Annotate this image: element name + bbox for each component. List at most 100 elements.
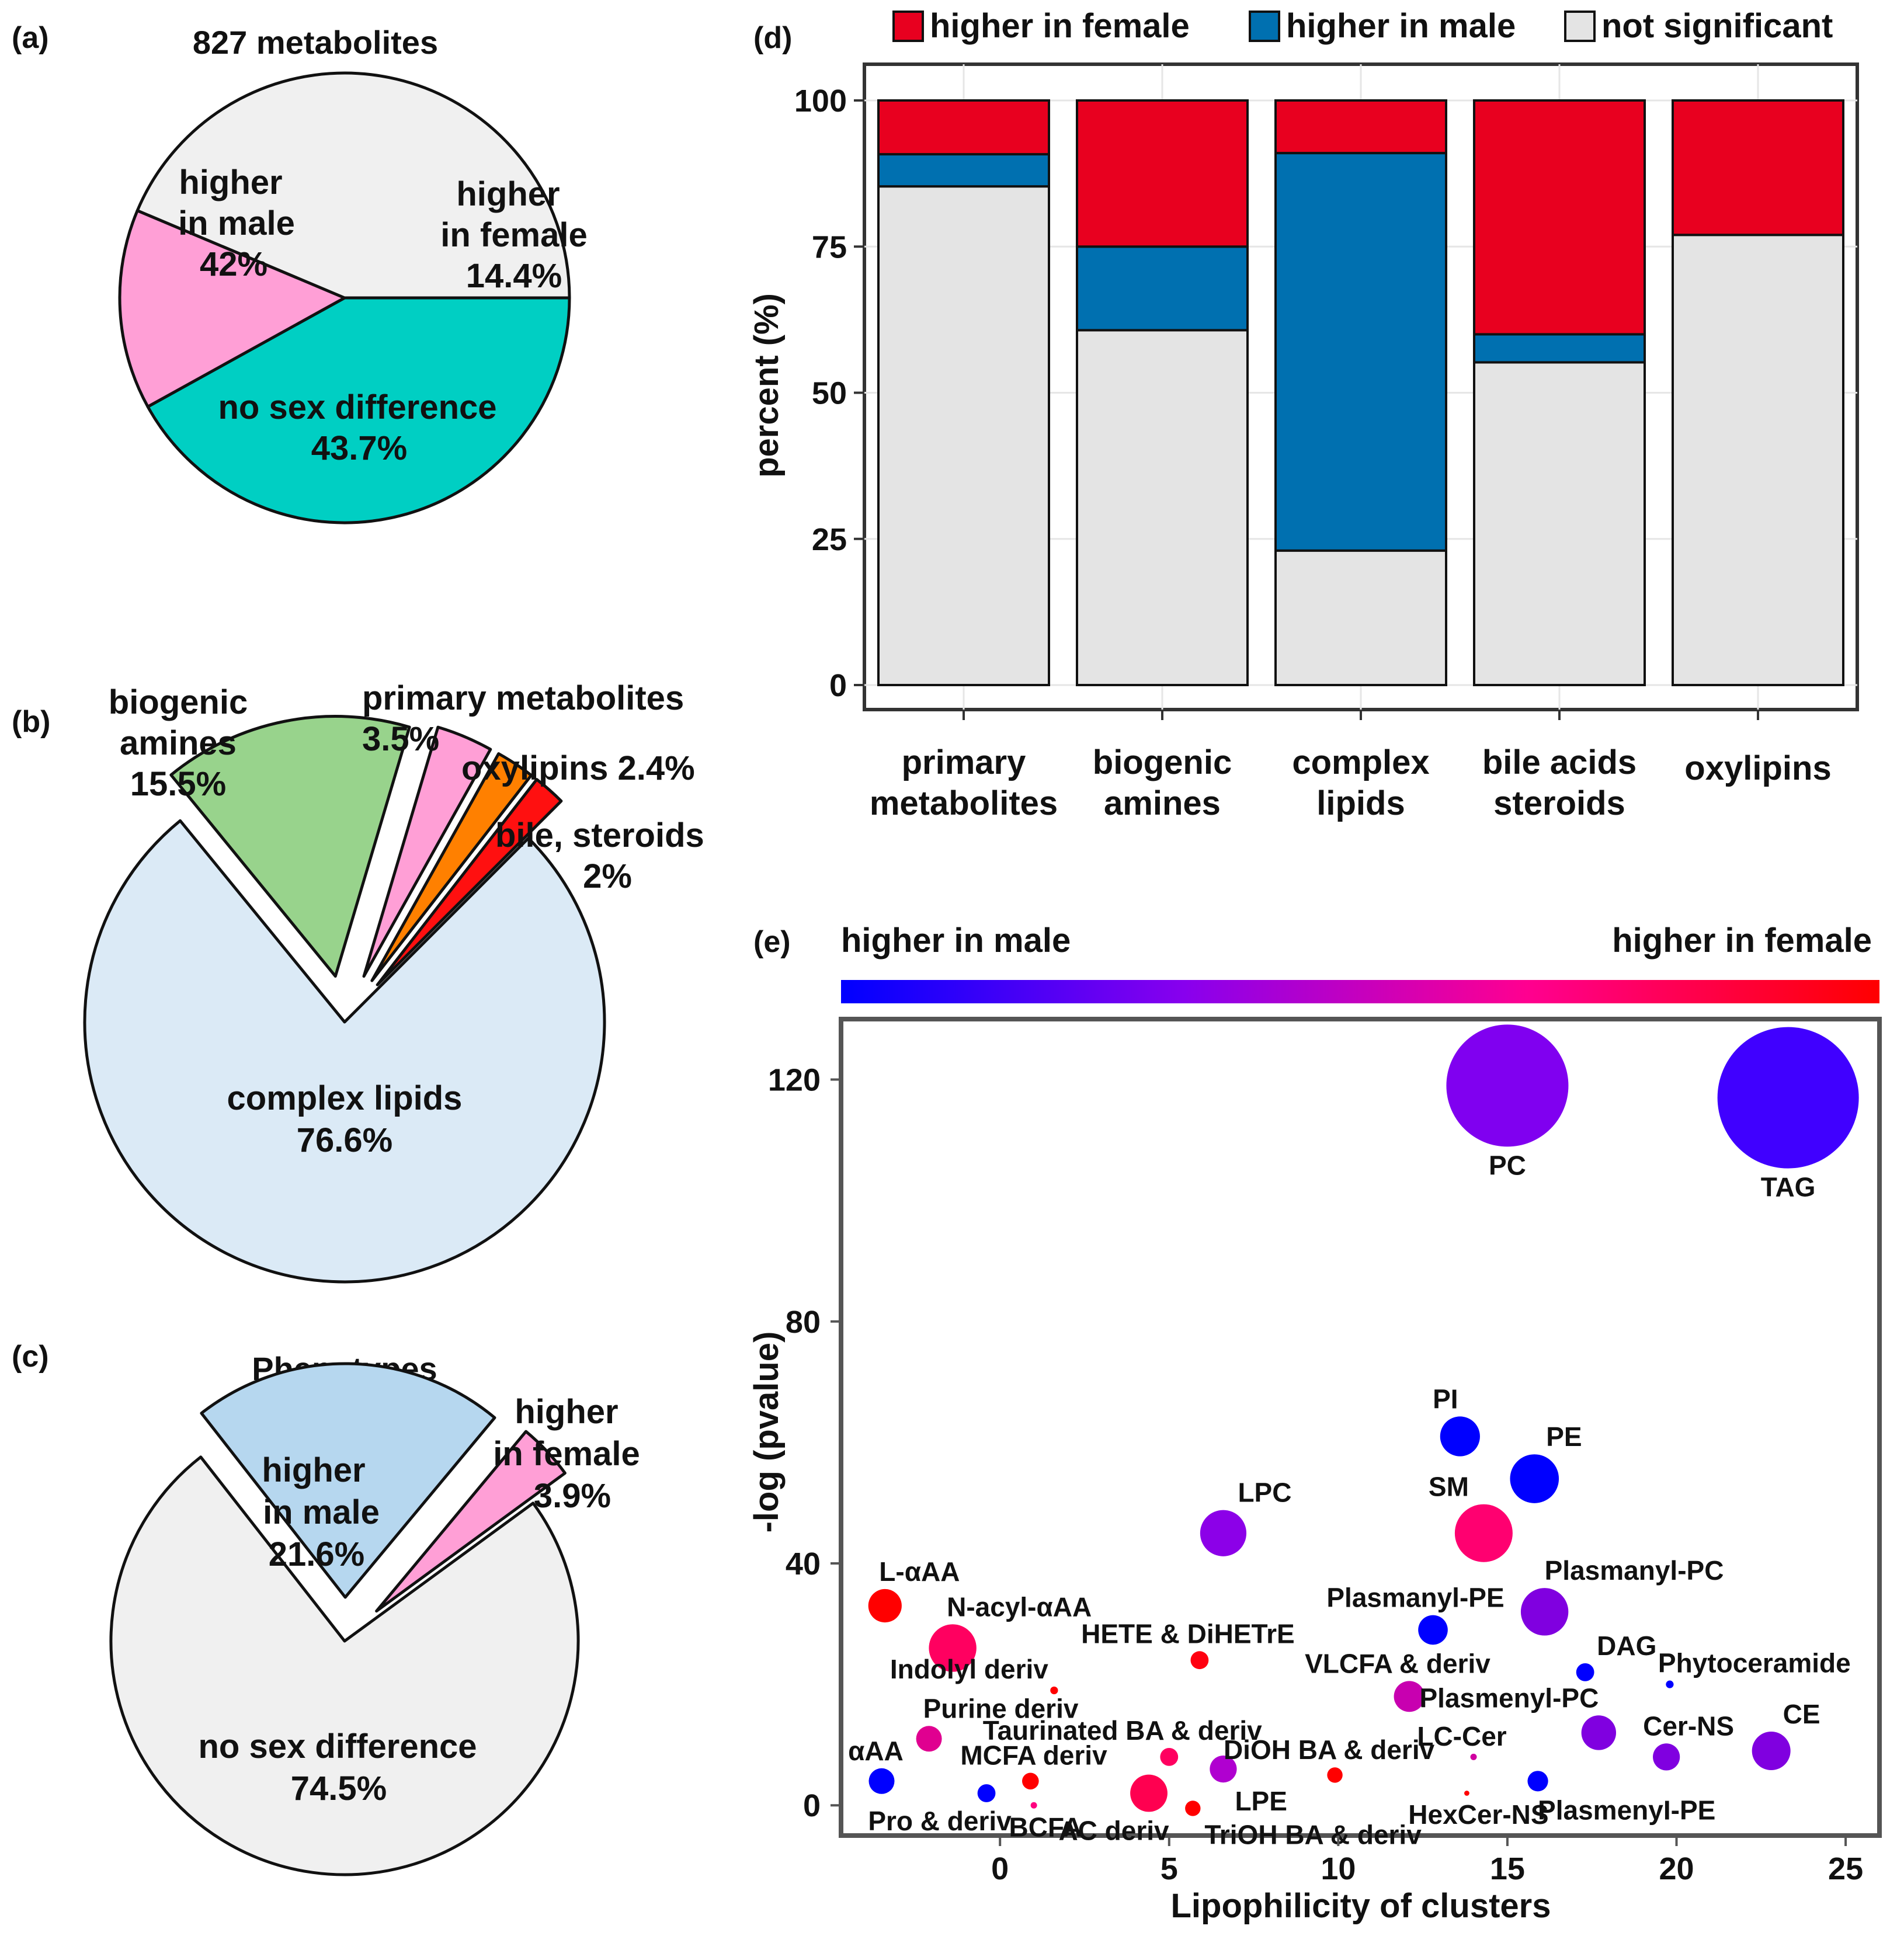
bubble-label-lc-cer: LC-Cer [1417, 1721, 1506, 1751]
bar-biogenic-amines-not-significant [1076, 329, 1249, 686]
panel-label-d: (d) [753, 21, 792, 55]
bar-bile-acids-steroids-higher-in-male [1473, 333, 1646, 364]
bubble-sm [1454, 1504, 1513, 1562]
panel-label-c: (c) [12, 1340, 49, 1374]
pie-slice-higher-in-female [375, 1430, 567, 1613]
pie-a-label-nodiff-2: 43.7% [311, 429, 407, 467]
bubble-l-aa [868, 1589, 902, 1623]
scatter-y-tick-label: 40 [786, 1546, 821, 1582]
bubble-vlcfa-deriv [1394, 1681, 1425, 1712]
bubble-indolyl-deriv [1050, 1686, 1058, 1695]
scatter-y-tick-label: 0 [803, 1788, 821, 1823]
pie-chart-c [109, 1362, 580, 1876]
bubble-label-bcfa: BCFA [1009, 1812, 1082, 1843]
bar-y-tick-label: 100 [794, 84, 847, 119]
pie-a-title: 827 metabolites [193, 24, 438, 61]
bubble-label-pi: PI [1433, 1384, 1458, 1414]
pie-b-labels: biogenic amines 15.5% primary metabolite… [109, 679, 704, 1159]
pie-slice-higher-in-male [200, 1362, 496, 1599]
bubble-chart-e: higher in male higher in female PCTAGPIP… [748, 922, 1882, 1925]
pie-b-label-biogenic-2: amines [120, 724, 237, 762]
pie-b-label-biogenic-1: biogenic [109, 683, 248, 721]
pie-c-label-female-2: in female [493, 1435, 640, 1473]
pie-b-label-complex-1: complex lipids [227, 1079, 463, 1117]
bubble-ac-deriv [1130, 1774, 1168, 1812]
bubble-label-sm: SM [1429, 1472, 1469, 1502]
bubble-lc-cer [1470, 1753, 1477, 1760]
bubble-label-plasmenyi-pe: PlasmenyI-PE [1538, 1795, 1715, 1825]
scatter-y-tick-label: 80 [786, 1305, 821, 1340]
pie-slice-oxylipins [370, 752, 533, 982]
bar-y-tick-label: 75 [812, 230, 847, 265]
bar-category-label: metabolites [870, 784, 1058, 822]
panel-label-a: (a) [12, 21, 49, 55]
bubble-dioh-ba-deriv [1327, 1767, 1343, 1783]
pie-c-label-female-3: 3.9% [534, 1477, 611, 1515]
bar-oxylipins-higher-in-female [1672, 99, 1844, 237]
pie-b-label-primary-2: 3.5% [362, 720, 439, 758]
pie-a-labels: higher in male 42% higher in female 14.4… [178, 164, 588, 467]
bar-category-label: lipids [1316, 784, 1405, 822]
pie-slice-no-sex-difference [135, 71, 571, 300]
pie-a-label-male-2: in male [178, 204, 295, 242]
pie-slice-primary-metabolites [362, 725, 492, 978]
pie-c-label-nodiff-2: 74.5% [291, 1770, 387, 1808]
pie-slice-no-sex-difference [109, 1455, 580, 1876]
bubble-label-indolyl-deriv: Indolyl deriv [890, 1654, 1048, 1684]
bubble-label-dag: DAG [1597, 1631, 1656, 1661]
pie-c-label-female-1: higher [515, 1393, 618, 1431]
pie-slice-biogenic-amines [169, 715, 411, 978]
bubble-label-lpc: LPC [1238, 1478, 1291, 1508]
pie-a-label-female-2: in female [440, 216, 587, 254]
bar-category-label: steroids [1493, 784, 1625, 822]
scatter-x-tick-label: 15 [1490, 1851, 1525, 1886]
bar-complex-lipids-higher-in-female [1274, 99, 1447, 155]
scatter-x-tick-label: 0 [991, 1851, 1009, 1886]
pie-a-label-male-1: higher [179, 164, 282, 201]
legend-label-not-significant: not significant [1601, 7, 1833, 45]
bubble-lpc [1200, 1510, 1247, 1556]
gradient-label-female: higher in female [1612, 922, 1872, 960]
panel-label-e: (e) [753, 925, 791, 959]
bubble-ce [1752, 1732, 1791, 1771]
pie-c-label-nodiff-1: no sex difference [198, 1728, 477, 1765]
bubble-bcfa [1030, 1802, 1037, 1809]
bubble-label-pe: PE [1546, 1421, 1582, 1452]
bar-y-tick-label: 0 [829, 668, 847, 703]
pie-slice-bile-steroids [376, 778, 563, 986]
legend-swatch-higher-in-male [1249, 11, 1280, 42]
legend-label-higher-in-male: higher in male [1286, 7, 1516, 45]
pie-slice-complex-lipids [83, 819, 606, 1284]
legend-label-higher-in-female: higher in female [930, 7, 1190, 45]
bubble-label-ac-deriv: AC deriv [1058, 1815, 1169, 1845]
bubble-label-ce: CE [1783, 1699, 1820, 1729]
pie-b-label-bile-2: 2% [583, 857, 632, 895]
pie-c-labels: higher in male 21.6% higher in female 3.… [198, 1393, 640, 1808]
bar-biogenic-amines-higher-in-female [1076, 99, 1249, 248]
color-gradient-bar [841, 980, 1879, 1003]
bar-biogenic-amines-higher-in-male [1076, 245, 1249, 332]
bar-complex-lipids-higher-in-male [1274, 152, 1447, 552]
bar-y-axis-title: percent (%) [748, 293, 786, 478]
bar-segments [877, 99, 1844, 687]
bubble-tag [1717, 1027, 1859, 1169]
bubble-label-hexcer-ns: HexCer-NS [1408, 1799, 1548, 1830]
bubble-label-lpe: LPE [1235, 1786, 1287, 1816]
bubble-purine-deriv [916, 1726, 942, 1752]
pie-b-label-complex-2: 76.6% [297, 1121, 392, 1159]
scatter-x-tick-label: 20 [1659, 1851, 1694, 1886]
pie-b-label-bile-1: bile, steroids [495, 816, 704, 854]
bubbles [868, 1024, 1859, 1816]
scatter-plot-area [839, 1017, 1882, 1838]
bar-category-label: biogenic [1093, 743, 1232, 781]
scatter-x-axis-title: Lipophilicity of clusters [1171, 1887, 1551, 1925]
bubble-label-mcfa-deriv: MCFA deriv [960, 1740, 1107, 1771]
bubble-label-trioh-ba-deriv: TriOH BA & deriv [1204, 1820, 1422, 1850]
bubble-mcfa-deriv [1022, 1772, 1039, 1790]
bar-category-label: bile acids [1482, 743, 1637, 781]
bubble-label-cer-ns: Cer-NS [1643, 1711, 1734, 1741]
bar-category-label: primary [902, 743, 1026, 781]
bubble-label-phytoceramide: Phytoceramide [1658, 1648, 1851, 1678]
